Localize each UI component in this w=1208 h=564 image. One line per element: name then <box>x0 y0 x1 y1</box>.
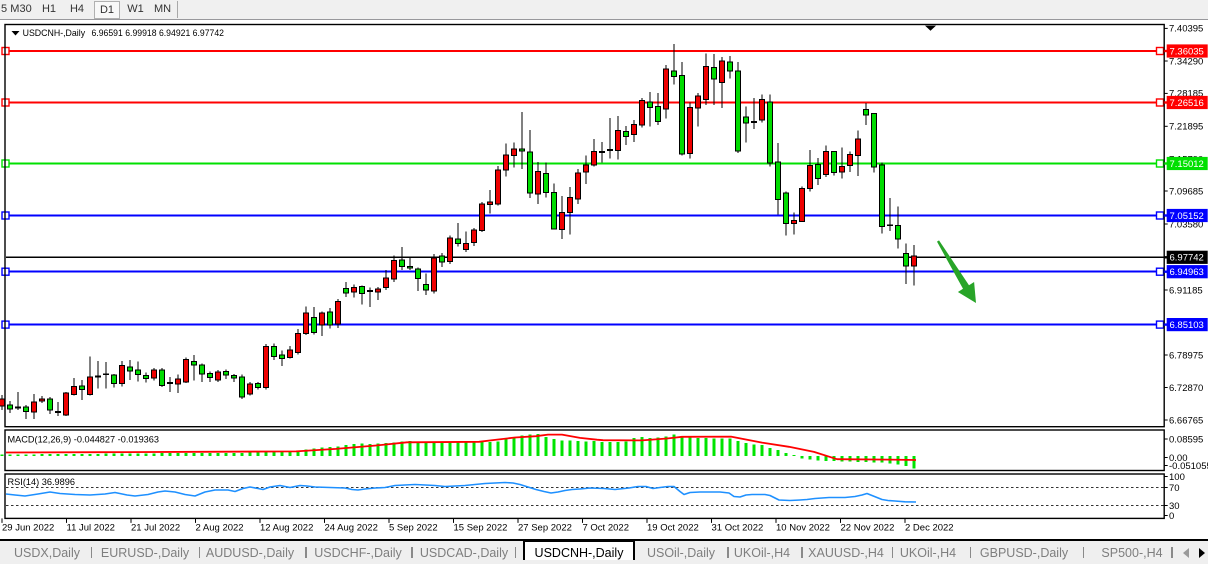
svg-text:7.03580: 7.03580 <box>1169 219 1203 230</box>
svg-text:MACD(12,26,9) -0.044827 -0.019: MACD(12,26,9) -0.044827 -0.019363 <box>8 434 160 445</box>
svg-text:7.26516: 7.26516 <box>1170 98 1204 109</box>
svg-text:31 Oct 2022: 31 Oct 2022 <box>712 523 764 534</box>
svg-text:0.00: 0.00 <box>1169 453 1188 464</box>
svg-text:6.94963: 6.94963 <box>1170 267 1204 278</box>
svg-text:15 Sep 2022: 15 Sep 2022 <box>454 523 508 534</box>
svg-text:22 Nov 2022: 22 Nov 2022 <box>841 523 895 534</box>
svg-text:-0.051055: -0.051055 <box>1169 461 1208 472</box>
svg-text:7.15012: 7.15012 <box>1170 159 1204 170</box>
svg-text:70: 70 <box>1169 483 1180 494</box>
svg-text:21 Jul 2022: 21 Jul 2022 <box>131 523 180 534</box>
svg-text:19 Oct 2022: 19 Oct 2022 <box>647 523 699 534</box>
svg-text:27 Sep 2022: 27 Sep 2022 <box>518 523 572 534</box>
svg-text:0.08595: 0.08595 <box>1169 434 1203 445</box>
svg-text:29 Jun 2022: 29 Jun 2022 <box>2 523 54 534</box>
svg-text:7.34290: 7.34290 <box>1169 56 1203 67</box>
svg-text:7.36035: 7.36035 <box>1170 46 1204 57</box>
svg-text:6.78975: 6.78975 <box>1169 350 1203 361</box>
svg-text:12 Aug 2022: 12 Aug 2022 <box>260 523 313 534</box>
svg-text:6.97742: 6.97742 <box>1170 253 1204 264</box>
svg-text:0: 0 <box>1169 511 1174 522</box>
svg-text:7 Oct 2022: 7 Oct 2022 <box>583 523 629 534</box>
svg-text:7.05152: 7.05152 <box>1170 211 1204 222</box>
svg-text:100: 100 <box>1169 472 1185 483</box>
svg-text:6.85103: 6.85103 <box>1170 320 1204 331</box>
svg-text:30: 30 <box>1169 501 1180 512</box>
svg-text:6.96591 6.99918 6.94921 6.9774: 6.96591 6.99918 6.94921 6.97742 <box>92 28 225 39</box>
svg-text:7.09685: 7.09685 <box>1169 186 1203 197</box>
svg-text:2 Aug 2022: 2 Aug 2022 <box>196 523 244 534</box>
svg-text:2 Dec 2022: 2 Dec 2022 <box>905 523 954 534</box>
svg-text:7.28185: 7.28185 <box>1169 89 1203 100</box>
svg-text:7.40395: 7.40395 <box>1169 24 1203 35</box>
svg-text:5 Sep 2022: 5 Sep 2022 <box>389 523 438 534</box>
svg-text:10 Nov 2022: 10 Nov 2022 <box>776 523 830 534</box>
svg-text:USDCNH-,Daily: USDCNH-,Daily <box>23 28 86 39</box>
svg-text:6.72870: 6.72870 <box>1169 383 1203 394</box>
svg-text:11 Jul 2022: 11 Jul 2022 <box>67 523 115 534</box>
svg-text:6.91185: 6.91185 <box>1169 285 1203 296</box>
svg-text:RSI(14) 36.9896: RSI(14) 36.9896 <box>8 477 76 488</box>
svg-text:7.21895: 7.21895 <box>1169 122 1203 133</box>
svg-text:24 Aug 2022: 24 Aug 2022 <box>325 523 378 534</box>
svg-text:6.66765: 6.66765 <box>1169 415 1203 426</box>
